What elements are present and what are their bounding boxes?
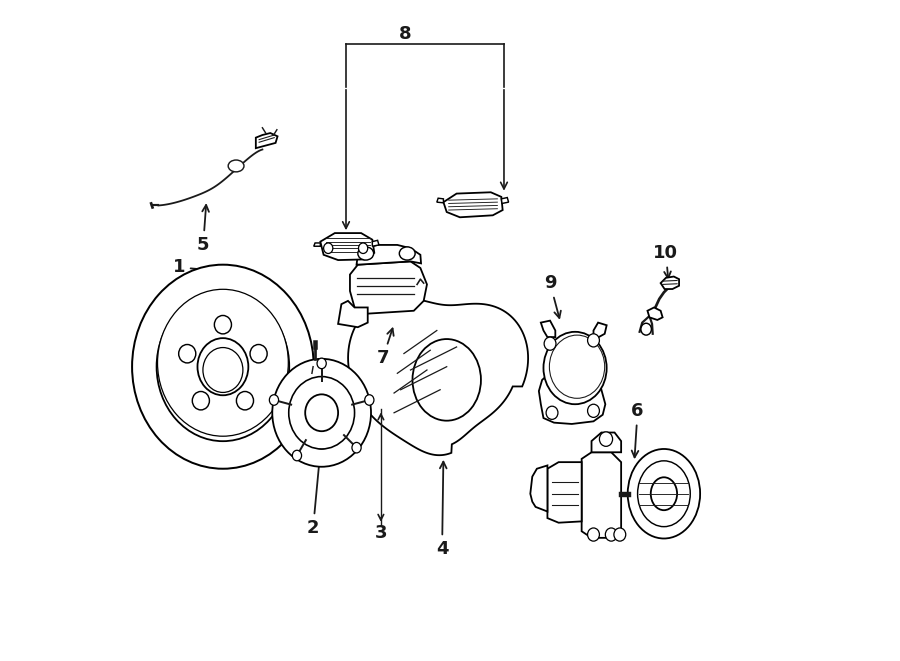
Ellipse shape (158, 290, 288, 436)
Ellipse shape (352, 442, 361, 453)
Polygon shape (444, 192, 503, 217)
Ellipse shape (237, 391, 254, 410)
Ellipse shape (289, 377, 355, 449)
Ellipse shape (627, 449, 700, 539)
Ellipse shape (314, 436, 329, 449)
Polygon shape (547, 462, 581, 523)
Ellipse shape (292, 450, 302, 461)
Ellipse shape (358, 243, 368, 253)
Text: 3: 3 (374, 524, 387, 542)
Polygon shape (591, 432, 621, 452)
Polygon shape (530, 465, 547, 512)
Polygon shape (356, 245, 421, 264)
Polygon shape (320, 233, 374, 260)
Text: 8: 8 (399, 25, 411, 44)
Polygon shape (436, 198, 444, 203)
Polygon shape (348, 297, 528, 455)
Polygon shape (661, 276, 680, 289)
Ellipse shape (273, 359, 371, 467)
Text: 7: 7 (376, 329, 393, 367)
Ellipse shape (202, 348, 243, 393)
Ellipse shape (305, 395, 338, 431)
Text: 1: 1 (173, 258, 218, 276)
Ellipse shape (179, 344, 196, 363)
Polygon shape (256, 133, 277, 148)
Text: 9: 9 (544, 274, 561, 318)
Ellipse shape (269, 395, 279, 405)
Text: 5: 5 (197, 205, 210, 254)
Polygon shape (373, 241, 379, 247)
Ellipse shape (544, 337, 556, 350)
Polygon shape (581, 452, 621, 538)
Polygon shape (501, 198, 508, 204)
Polygon shape (289, 439, 355, 446)
Ellipse shape (132, 264, 314, 469)
Text: 10: 10 (653, 244, 679, 278)
Ellipse shape (588, 405, 599, 417)
Polygon shape (593, 323, 607, 337)
Text: 6: 6 (631, 402, 644, 457)
Ellipse shape (546, 407, 558, 419)
Polygon shape (647, 307, 662, 320)
Ellipse shape (250, 344, 267, 363)
Ellipse shape (197, 338, 248, 395)
Ellipse shape (317, 358, 327, 369)
Ellipse shape (412, 339, 481, 420)
Ellipse shape (599, 432, 613, 446)
Ellipse shape (641, 323, 652, 335)
Ellipse shape (400, 247, 415, 260)
Polygon shape (338, 301, 368, 327)
Polygon shape (350, 261, 427, 314)
Text: 4: 4 (436, 461, 448, 558)
Ellipse shape (324, 243, 333, 253)
Ellipse shape (588, 334, 599, 347)
Ellipse shape (637, 461, 690, 527)
Ellipse shape (193, 391, 210, 410)
Polygon shape (541, 321, 555, 337)
Ellipse shape (358, 247, 374, 260)
Ellipse shape (364, 395, 373, 405)
Ellipse shape (544, 332, 607, 405)
Ellipse shape (229, 160, 244, 172)
Polygon shape (539, 336, 606, 424)
Ellipse shape (651, 477, 677, 510)
Ellipse shape (606, 528, 617, 541)
Ellipse shape (157, 292, 289, 441)
Text: 2: 2 (307, 442, 324, 537)
Ellipse shape (614, 528, 626, 541)
Ellipse shape (588, 528, 599, 541)
Polygon shape (314, 243, 320, 247)
Ellipse shape (214, 315, 231, 334)
